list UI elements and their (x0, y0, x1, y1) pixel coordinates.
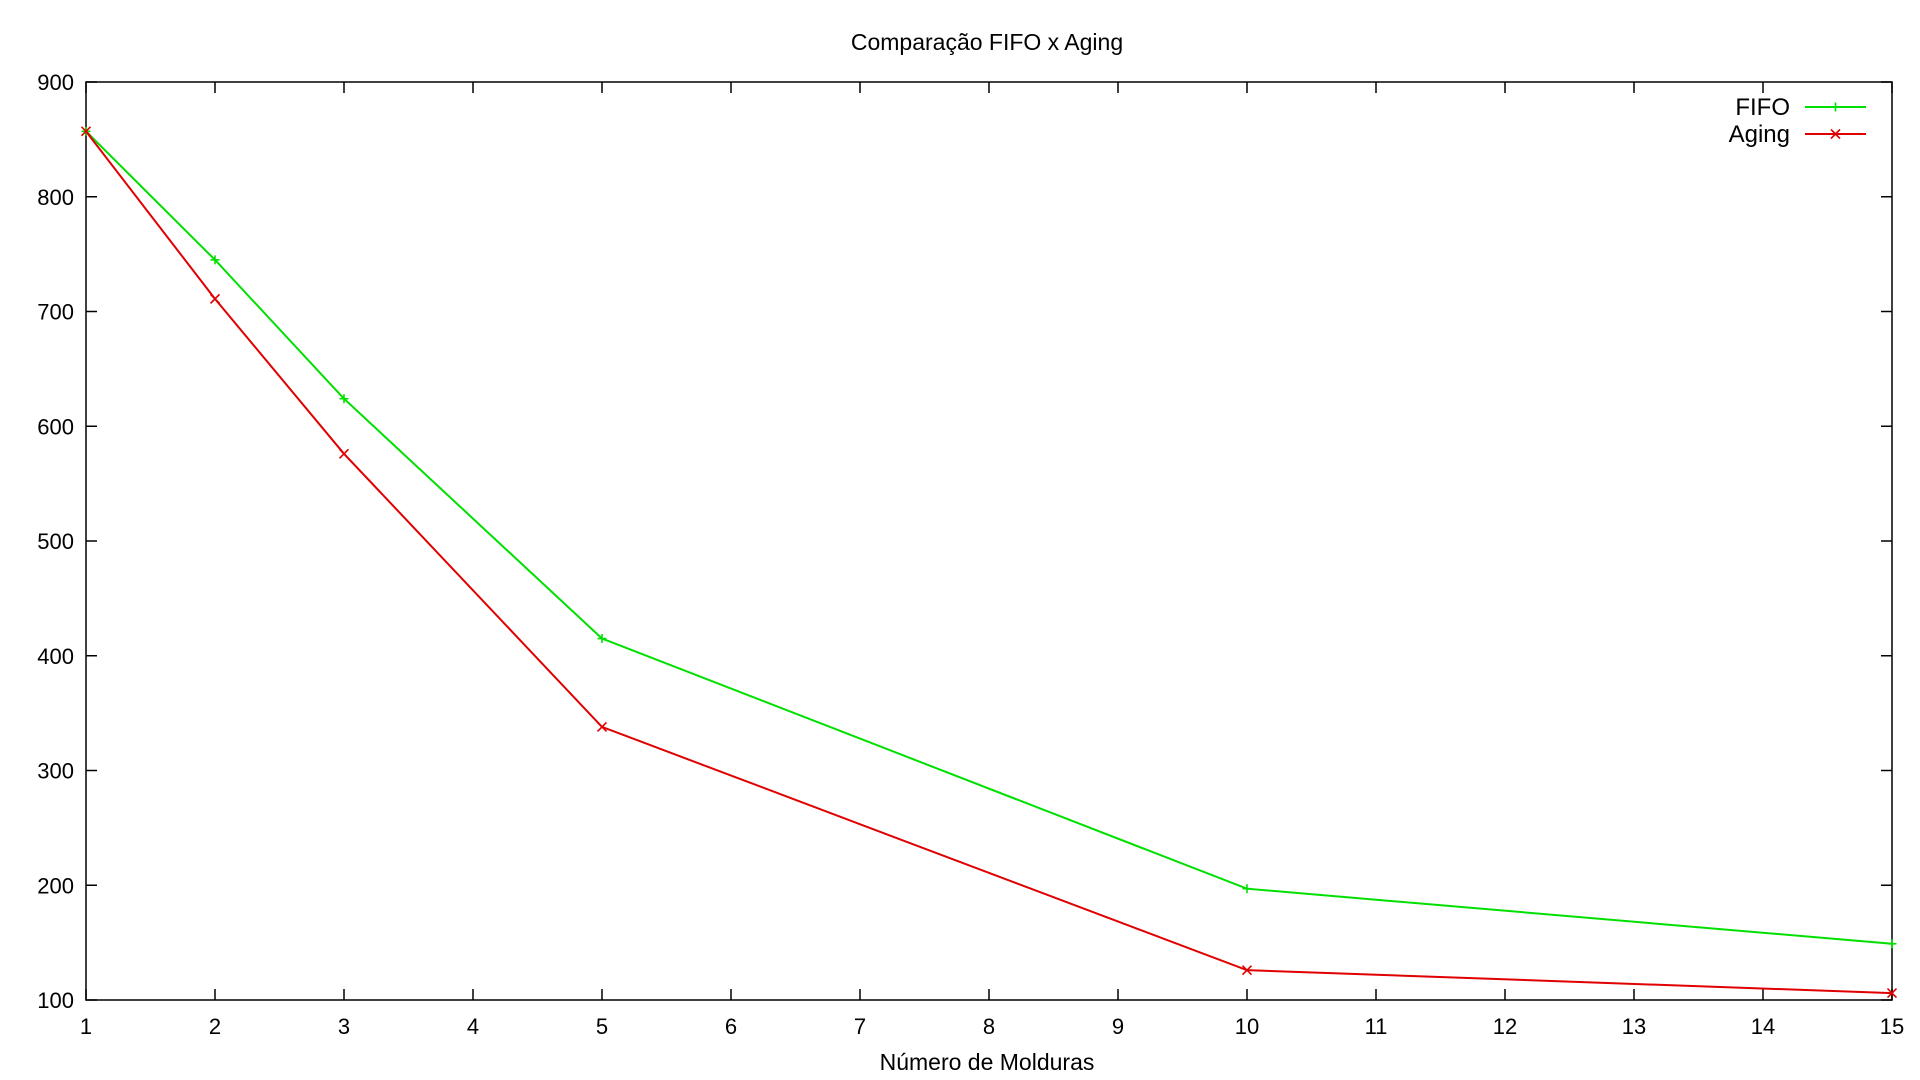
y-tick-label: 300 (37, 759, 74, 784)
axis-ticks (85, 81, 1893, 1001)
y-tick-label: 500 (37, 529, 74, 554)
series-fifo (81, 126, 1897, 949)
x-tick-label: 13 (1622, 1014, 1646, 1039)
y-tick-label: 200 (37, 873, 74, 898)
y-tick-labels: 100 200 300 400 500 600 700 800 900 (37, 70, 74, 1013)
y-tick-label: 800 (37, 185, 74, 210)
y-tick-label: 600 (37, 414, 74, 439)
data-point-aging (1241, 965, 1253, 976)
x-tick-label: 5 (596, 1014, 608, 1039)
x-tick-label: 14 (1751, 1014, 1775, 1039)
series-line-aging (85, 130, 1893, 995)
y-tick-label: 900 (37, 70, 74, 95)
x-axis-label: Número de Molduras (880, 1049, 1095, 1075)
x-tick-labels: 1 2 3 4 5 6 7 8 9 10 11 12 13 14 15 (80, 1014, 1904, 1039)
data-point-aging (1886, 988, 1898, 999)
x-tick-label: 15 (1880, 1014, 1904, 1039)
data-point-aging (596, 721, 608, 732)
legend-label: FIFO (1735, 94, 1790, 121)
x-tick-label: 6 (725, 1014, 737, 1039)
data-point-aging (80, 126, 92, 137)
y-tick-label: 100 (37, 988, 74, 1013)
plot-frame (85, 81, 1893, 1001)
data-point-fifo (210, 255, 220, 265)
legend-label: Aging (1729, 121, 1790, 148)
series-aging (80, 126, 1898, 999)
x-tick-label: 3 (338, 1014, 350, 1039)
x-tick-label: 7 (854, 1014, 866, 1039)
legend-marker (1830, 128, 1841, 140)
y-tick-label: 700 (37, 300, 74, 325)
legend-item-fifo: FIFO (1735, 94, 1866, 121)
data-point-fifo (1242, 884, 1252, 894)
x-tick-label: 12 (1493, 1014, 1517, 1039)
legend-marker (1831, 102, 1840, 112)
data-point-fifo (1887, 939, 1897, 949)
x-tick-label: 8 (983, 1014, 995, 1039)
chart-title: Comparação FIFO x Aging (851, 29, 1123, 55)
data-point-aging (209, 293, 221, 304)
x-tick-label: 10 (1235, 1014, 1259, 1039)
data-point-fifo (339, 394, 349, 404)
x-tick-label: 1 (80, 1014, 92, 1039)
y-tick-label: 400 (37, 644, 74, 669)
legend-item-aging: Aging (1729, 121, 1866, 148)
x-tick-label: 9 (1112, 1014, 1124, 1039)
x-tick-label: 11 (1365, 1014, 1388, 1039)
data-point-fifo (597, 634, 607, 644)
series-layer (80, 126, 1898, 999)
x-tick-label: 2 (209, 1014, 221, 1039)
x-tick-label: 4 (467, 1014, 479, 1039)
series-line-fifo (85, 130, 1893, 945)
data-point-aging (338, 448, 350, 459)
